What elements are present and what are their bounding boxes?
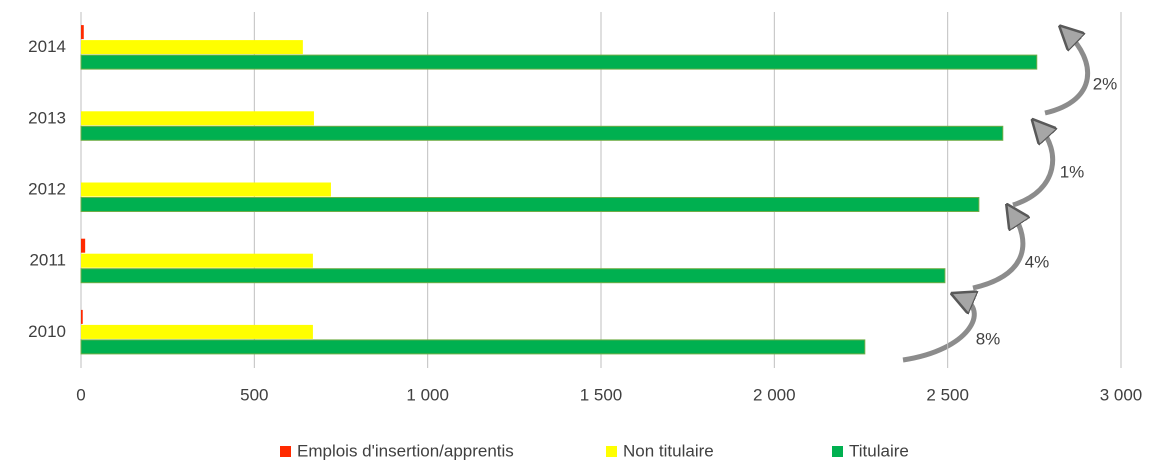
bar [81, 111, 314, 126]
legend-swatch [280, 446, 291, 457]
y-tick-label: 2013 [28, 108, 66, 127]
x-tick-label: 1 500 [580, 385, 623, 404]
legend-swatch [606, 446, 617, 457]
bar [81, 309, 83, 324]
bar [80, 339, 866, 355]
x-tick-label: 2 000 [753, 385, 796, 404]
legend-swatch [832, 446, 843, 457]
bar [81, 25, 84, 40]
y-tick-label: 2011 [29, 251, 66, 270]
x-tick-label: 2 500 [926, 385, 969, 404]
x-tick-label: 3 000 [1100, 385, 1143, 404]
bar [81, 324, 313, 339]
y-tick-label: 2014 [28, 37, 66, 56]
legend-label: Titulaire [849, 441, 909, 460]
bar [80, 54, 1038, 70]
bar [81, 40, 303, 55]
bar [80, 197, 980, 212]
bar [80, 125, 1004, 141]
x-tick-label: 500 [240, 385, 268, 404]
bar [81, 182, 331, 197]
bar [81, 238, 86, 253]
arrow [902, 298, 974, 363]
annotation: 1% [1060, 162, 1085, 181]
y-tick-label: 2010 [28, 322, 66, 341]
arrow [1012, 128, 1053, 208]
arrow [972, 214, 1023, 291]
growth-arrows [902, 34, 1091, 363]
bar [80, 268, 946, 284]
x-tick-label: 1 000 [406, 385, 449, 404]
legend-label: Non titulaire [623, 441, 714, 460]
bar [81, 253, 313, 268]
annotation: 8% [976, 329, 1001, 348]
legend-label: Emplois d'insertion/apprentis [297, 441, 514, 460]
x-tick-label: 0 [76, 385, 85, 404]
arrow [1044, 34, 1091, 116]
annotation: 4% [1025, 252, 1050, 271]
annotation: 2% [1093, 74, 1118, 93]
y-tick-label: 2012 [28, 179, 66, 198]
